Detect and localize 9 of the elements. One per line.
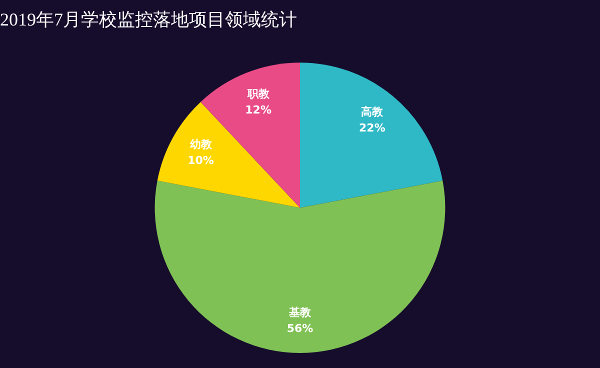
slice-label: 幼教 (188, 138, 213, 152)
chart-title: 2019年7月学校监控落地项目领域统计 (0, 10, 297, 30)
data-label: 22% (359, 121, 386, 134)
slice-label: 职教 (246, 87, 270, 100)
data-label: 56% (286, 322, 314, 335)
data-label: 12% (245, 103, 272, 116)
slice-label: 基教 (288, 306, 312, 319)
data-label: 10% (188, 154, 214, 168)
slice-label: 高教 (361, 105, 384, 118)
